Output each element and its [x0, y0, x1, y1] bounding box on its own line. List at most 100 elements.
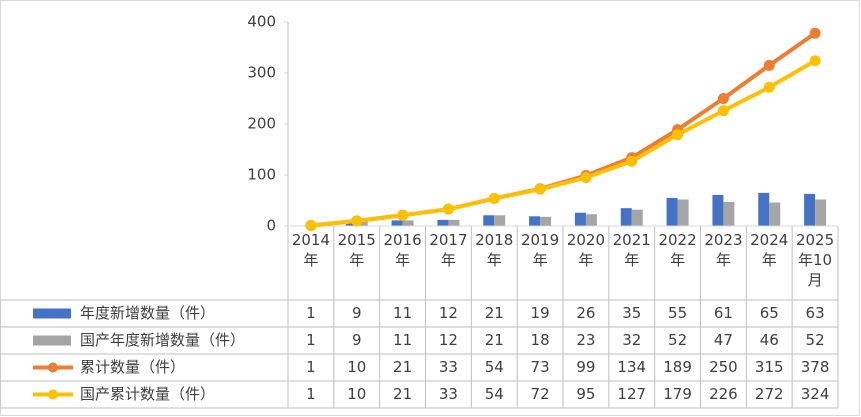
table-value: 73	[531, 358, 550, 376]
x-tick-label: 2022年	[658, 231, 697, 269]
table-value: 10	[347, 358, 366, 376]
table-value: 18	[531, 331, 550, 349]
category-cell: 2015年	[337, 231, 376, 269]
legend-label: 国产累计数量（件）	[80, 385, 215, 403]
table-value: 47	[714, 331, 733, 349]
x-tick-label: 2020年	[566, 231, 605, 269]
bar	[666, 197, 678, 226]
bar	[448, 219, 460, 226]
bar	[815, 199, 827, 226]
x-tick-label: 2021年	[612, 231, 651, 269]
table-value: 378	[801, 358, 830, 376]
table-value: 179	[663, 385, 692, 403]
table-value: 99	[576, 358, 595, 376]
bar	[494, 215, 506, 226]
legend-label: 国产年度新增数量（件）	[80, 331, 245, 349]
category-cell: 2019年	[520, 231, 560, 269]
category-cell: 2017年	[429, 231, 468, 269]
point	[580, 172, 592, 184]
table-value: 61	[714, 304, 733, 322]
table-value: 54	[485, 385, 504, 403]
category-cell: 2022年	[658, 231, 697, 269]
category-cell: 2014年	[291, 231, 330, 269]
bar	[804, 193, 816, 226]
legend-key	[48, 362, 58, 373]
table-value: 134	[617, 358, 646, 376]
table-value: 95	[576, 385, 595, 403]
category-cell: 2020年	[566, 231, 605, 269]
table-value: 315	[755, 358, 784, 376]
y-tick-label: 0	[266, 217, 276, 235]
table-value: 226	[709, 385, 738, 403]
category-cell: 2018年	[475, 231, 514, 269]
point	[717, 105, 729, 117]
table-value: 32	[622, 331, 641, 349]
bar	[758, 192, 770, 226]
x-tick-label: 2015年	[337, 231, 376, 269]
table-value: 55	[668, 304, 687, 322]
point	[305, 219, 317, 231]
bar	[677, 199, 689, 226]
point	[442, 203, 454, 215]
table-value: 12	[439, 304, 458, 322]
table-value: 54	[485, 358, 504, 376]
table-value: 1	[306, 385, 316, 403]
bar	[574, 212, 586, 226]
table-value: 9	[352, 304, 362, 322]
table-value: 33	[439, 385, 458, 403]
category-cell: 2024年	[750, 231, 788, 269]
category-cell: 2023年	[704, 231, 743, 269]
point	[809, 27, 821, 39]
table-value: 250	[709, 358, 738, 376]
bar	[529, 216, 541, 226]
x-tick-label: 2014年	[291, 231, 330, 269]
point	[717, 93, 729, 104]
bar	[540, 216, 552, 226]
table-value: 65	[760, 304, 779, 322]
category-cell: 2021年	[612, 231, 651, 269]
bar	[483, 215, 495, 226]
bar	[620, 208, 632, 226]
table-value: 21	[393, 358, 412, 376]
x-tick-label: 2023年	[704, 231, 743, 269]
x-tick-label: 2025年10月	[795, 231, 835, 289]
table-value: 9	[352, 331, 362, 349]
point	[488, 192, 500, 204]
x-tick-label: 2016年	[383, 231, 422, 269]
bar	[345, 221, 357, 226]
table-value: 63	[806, 304, 825, 322]
table-value: 189	[663, 358, 692, 376]
table-value: 1	[306, 304, 316, 322]
table-value: 19	[531, 304, 550, 322]
x-tick-label: 2019年	[520, 231, 560, 269]
x-tick-label: 2018年	[475, 231, 514, 269]
table-value: 35	[622, 304, 641, 322]
table-value: 11	[393, 304, 412, 322]
bar	[723, 202, 735, 226]
y-tick-label: 200	[247, 115, 276, 133]
table-value: 26	[576, 304, 595, 322]
bar	[631, 209, 643, 226]
y-tick-label: 100	[247, 166, 276, 184]
point	[763, 59, 775, 71]
table-value: 10	[347, 385, 366, 403]
point	[809, 55, 821, 67]
table-value: 21	[485, 331, 504, 349]
point	[351, 215, 363, 227]
bar	[769, 202, 781, 226]
table-value: 1	[306, 358, 316, 376]
bar	[402, 220, 414, 226]
table-value: 52	[668, 331, 687, 349]
table-value: 12	[439, 331, 458, 349]
bar	[712, 194, 724, 226]
x-tick-label: 2017年	[429, 231, 468, 269]
table-value: 272	[755, 385, 784, 403]
category-cell: 2016年	[383, 231, 422, 269]
y-tick-label: 400	[247, 13, 276, 31]
point	[626, 155, 638, 167]
point	[397, 209, 409, 221]
table-value: 23	[576, 331, 595, 349]
table-value: 52	[806, 331, 825, 349]
point	[763, 81, 775, 93]
